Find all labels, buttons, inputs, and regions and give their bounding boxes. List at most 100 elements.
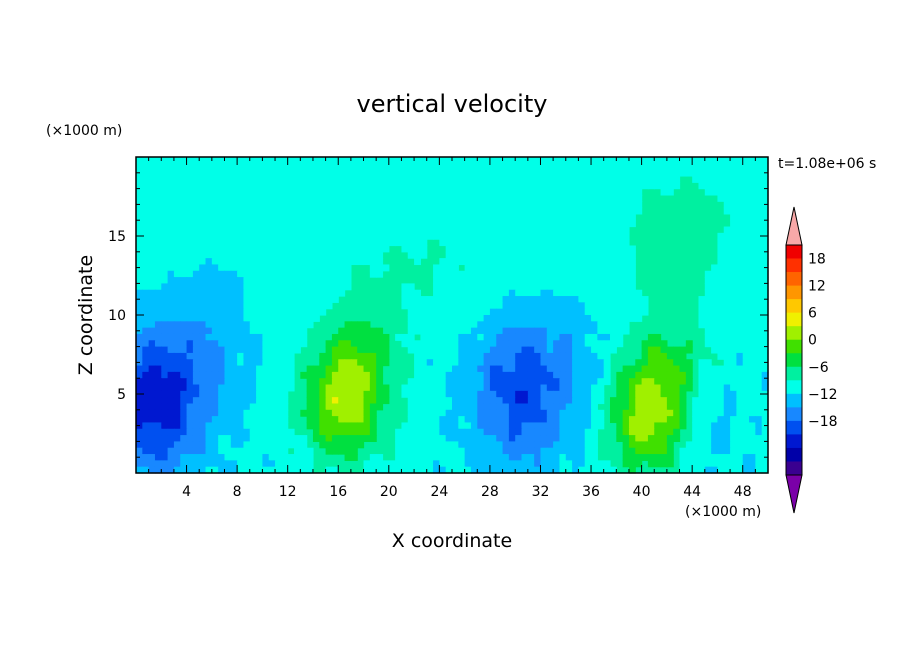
field-cell <box>704 454 712 461</box>
field-cell <box>704 397 712 405</box>
field-cell <box>224 157 232 164</box>
field-cell <box>603 365 611 373</box>
field-cell <box>698 308 706 316</box>
field-cell <box>521 466 529 474</box>
field-cell <box>540 441 548 449</box>
field-cell <box>325 296 333 303</box>
field-cell <box>281 447 289 455</box>
field-cell <box>673 378 681 386</box>
field-cell <box>205 258 213 266</box>
field-cell <box>167 409 175 417</box>
field-cell <box>527 283 535 291</box>
field-cell <box>186 302 194 310</box>
field-cell <box>578 416 586 424</box>
field-cell <box>154 403 162 411</box>
field-cell <box>344 163 352 171</box>
field-cell <box>622 175 630 183</box>
field-cell <box>161 403 169 411</box>
field-cell <box>148 321 156 329</box>
field-cell <box>578 157 586 164</box>
field-cell <box>578 428 586 436</box>
field-cell <box>445 182 453 190</box>
field-cell <box>439 447 447 455</box>
field-cell <box>426 232 434 240</box>
field-cell <box>344 390 352 398</box>
field-cell <box>559 296 567 303</box>
field-cell <box>331 352 339 360</box>
field-cell <box>205 283 213 291</box>
field-cell <box>243 289 251 297</box>
field-cell <box>572 352 579 360</box>
field-cell <box>464 340 472 348</box>
field-cell <box>508 403 516 411</box>
field-cell <box>154 447 162 455</box>
field-cell <box>502 359 510 367</box>
field-cell <box>483 213 491 221</box>
field-cell <box>325 194 333 202</box>
field-cell <box>452 378 459 386</box>
field-cell <box>205 384 213 392</box>
field-cell <box>395 460 403 468</box>
field-cell <box>230 270 238 278</box>
field-cell <box>616 315 624 322</box>
field-cell <box>452 416 459 424</box>
field-cell <box>553 403 561 411</box>
field-cell <box>237 277 245 284</box>
field-cell <box>294 207 301 215</box>
field-cell <box>395 447 403 455</box>
field-cell <box>281 321 289 329</box>
field-cell <box>230 397 238 405</box>
field-cell <box>249 447 257 455</box>
field-cell <box>262 220 270 228</box>
field-cell <box>281 403 289 411</box>
field-cell <box>603 296 611 303</box>
field-cell <box>136 277 143 284</box>
field-cell <box>350 175 358 183</box>
field-cell <box>584 447 592 455</box>
field-cell <box>717 289 725 297</box>
field-cell <box>603 277 611 284</box>
field-cell <box>275 220 282 228</box>
field-cell <box>584 258 592 266</box>
field-cell <box>584 327 592 335</box>
field-cell <box>325 346 333 354</box>
field-cell <box>445 175 453 183</box>
field-cell <box>534 416 542 424</box>
field-cell <box>243 346 251 354</box>
field-cell <box>180 409 188 417</box>
field-cell <box>698 321 706 329</box>
field-cell <box>344 403 352 411</box>
field-cell <box>192 454 200 461</box>
field-cell <box>553 194 561 202</box>
field-cell <box>527 277 535 284</box>
field-cell <box>723 321 731 329</box>
field-cell <box>597 308 605 316</box>
field-cell <box>647 359 655 367</box>
field-cell <box>515 371 523 379</box>
field-cell <box>553 201 561 209</box>
field-cell <box>439 397 447 405</box>
field-cell <box>717 157 725 164</box>
field-cell <box>464 201 472 209</box>
field-cell <box>723 207 731 215</box>
field-cell <box>363 220 371 228</box>
field-cell <box>173 239 181 247</box>
field-cell <box>275 302 282 310</box>
field-cell <box>395 232 403 240</box>
field-cell <box>452 188 459 196</box>
field-cell <box>154 302 162 310</box>
field-cell <box>180 245 188 253</box>
field-cell <box>546 397 554 405</box>
y-axis-unit: (×1000 m) <box>46 123 122 139</box>
field-cell <box>230 157 238 164</box>
field-cell <box>357 207 365 215</box>
field-cell <box>167 296 175 303</box>
field-cell <box>553 157 561 164</box>
field-cell <box>218 454 226 461</box>
field-cell <box>610 251 617 259</box>
field-cell <box>275 194 282 202</box>
field-cell <box>458 302 466 310</box>
field-cell <box>173 289 181 297</box>
field-cell <box>407 321 415 329</box>
field-cell <box>559 194 567 202</box>
